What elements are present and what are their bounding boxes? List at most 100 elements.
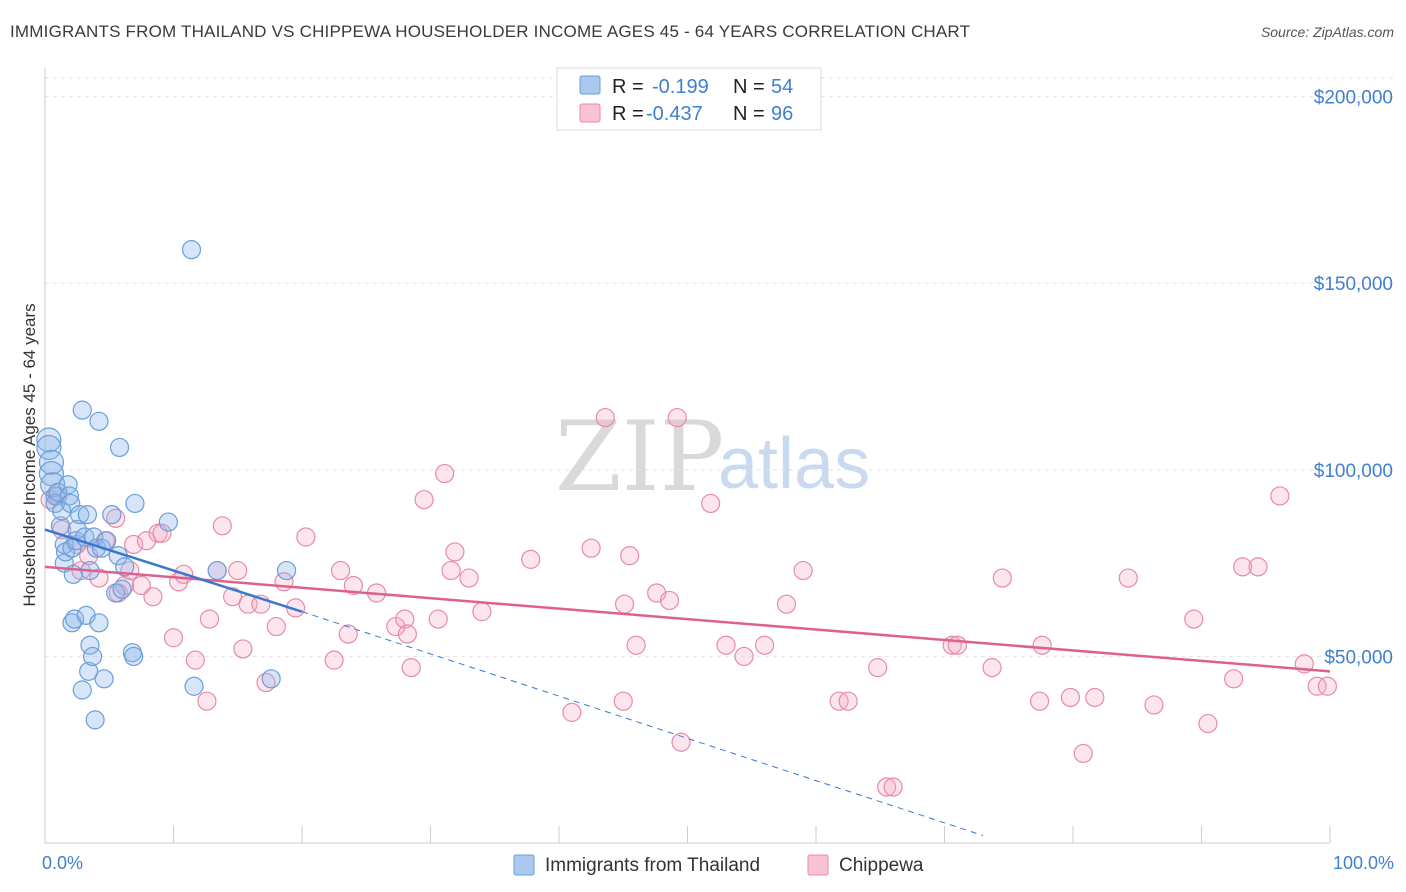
data-point-thailand xyxy=(79,661,99,681)
data-point-thailand xyxy=(112,579,132,599)
data-point-chippewa xyxy=(1118,568,1138,588)
data-point-chippewa xyxy=(143,587,163,607)
data-point-chippewa xyxy=(441,560,461,581)
bottom-legend-swatch-chippewa xyxy=(807,854,829,876)
stats-legend-box xyxy=(556,67,822,131)
data-point-chippewa xyxy=(233,639,253,659)
data-point-thailand xyxy=(36,427,62,453)
data-point-chippewa xyxy=(338,624,358,644)
data-point-thailand xyxy=(70,505,90,525)
legend-swatch-thailand xyxy=(579,75,601,95)
bottom-legend-label-thailand: Immigrants from Thailand xyxy=(545,855,760,876)
data-point-chippewa xyxy=(395,609,415,629)
data-point-thailand xyxy=(59,486,80,506)
data-point-chippewa xyxy=(136,531,157,551)
data-point-chippewa xyxy=(793,560,813,581)
data-point-chippewa xyxy=(296,527,316,547)
legend-n-value-chippewa: 96 xyxy=(771,103,793,125)
data-point-chippewa xyxy=(614,594,635,614)
data-point-chippewa xyxy=(397,624,417,644)
data-point-thailand xyxy=(85,710,105,730)
data-point-thailand xyxy=(72,400,92,420)
data-point-chippewa xyxy=(1184,609,1204,629)
data-point-thailand xyxy=(207,560,227,581)
data-point-chippewa xyxy=(131,575,151,596)
data-point-chippewa xyxy=(459,568,479,588)
data-point-chippewa xyxy=(428,609,448,629)
data-point-chippewa xyxy=(343,575,363,596)
data-point-chippewa xyxy=(324,650,344,670)
data-point-chippewa xyxy=(701,493,721,514)
data-point-thailand xyxy=(102,505,122,525)
trendline-thailand-extension xyxy=(301,611,984,837)
data-point-chippewa xyxy=(445,542,465,562)
data-point-chippewa xyxy=(521,549,541,569)
y-axis-label: Householder Income Ages 45 - 64 years xyxy=(20,303,39,606)
data-point-chippewa xyxy=(1144,695,1164,715)
data-point-thailand xyxy=(115,557,135,577)
data-point-chippewa xyxy=(1029,691,1050,711)
data-point-chippewa xyxy=(197,691,217,711)
x-tick-label: 100.0% xyxy=(1333,853,1394,873)
data-point-thailand xyxy=(94,669,114,689)
data-point-chippewa xyxy=(1317,676,1338,696)
trendline-chippewa xyxy=(44,565,1331,673)
data-point-thailand xyxy=(64,609,85,629)
data-point-thailand xyxy=(77,505,98,525)
data-point-chippewa xyxy=(667,407,687,428)
gridlines xyxy=(45,77,1395,657)
y-tick-label: $150,000 xyxy=(1314,274,1393,295)
data-point-thailand xyxy=(89,411,109,431)
y-tick-label: $100,000 xyxy=(1314,461,1393,482)
data-point-chippewa xyxy=(754,635,775,655)
data-point-thailand xyxy=(261,669,281,689)
legend-r-value-chippewa: -0.437 xyxy=(646,103,703,125)
data-point-chippewa xyxy=(581,538,601,558)
data-point-chippewa xyxy=(1224,669,1244,689)
data-point-chippewa xyxy=(716,635,736,655)
data-point-chippewa xyxy=(185,650,205,670)
legend-r-value-thailand: -0.199 xyxy=(652,76,709,98)
data-point-chippewa xyxy=(992,568,1012,588)
data-point-chippewa xyxy=(163,628,184,648)
data-point-chippewa xyxy=(435,463,455,484)
data-point-thailand xyxy=(158,512,178,532)
y-tick-label: $50,000 xyxy=(1324,647,1393,668)
data-point-chippewa xyxy=(414,490,434,510)
data-point-thailand xyxy=(109,437,130,458)
trendlines xyxy=(44,528,1331,837)
chart-source: Source: ZipAtlas.com xyxy=(1260,24,1394,40)
data-point-thailand xyxy=(181,240,202,260)
data-point-chippewa xyxy=(1270,486,1290,506)
data-point-chippewa xyxy=(620,546,640,566)
data-point-chippewa xyxy=(1307,676,1327,696)
watermark-zip: ZIP xyxy=(555,401,724,513)
data-point-thailand xyxy=(72,680,92,700)
data-point-chippewa xyxy=(152,523,172,543)
x-tick-label: 0.0% xyxy=(42,853,83,873)
data-point-thailand xyxy=(276,560,297,581)
data-point-thailand xyxy=(124,646,144,667)
data-point-chippewa xyxy=(877,777,897,797)
data-point-chippewa xyxy=(1060,687,1081,708)
data-point-thailand xyxy=(80,635,100,655)
trendline-thailand xyxy=(44,528,303,613)
watermark-atlas: atlas xyxy=(718,424,870,504)
data-point-chippewa xyxy=(626,635,646,655)
data-point-chippewa xyxy=(124,534,144,555)
data-point-chippewa xyxy=(838,691,858,711)
data-point-chippewa xyxy=(472,602,492,622)
legend-r-label-chippewa: R = xyxy=(612,103,644,125)
data-point-chippewa xyxy=(671,732,691,752)
data-point-chippewa xyxy=(868,658,888,678)
bottom-legend-swatch-thailand xyxy=(513,854,535,876)
data-point-chippewa xyxy=(562,702,582,722)
legend-swatch-chippewa xyxy=(579,103,601,123)
data-point-thailand xyxy=(184,676,204,696)
data-point-thailand xyxy=(38,449,65,475)
data-point-chippewa xyxy=(1233,557,1253,577)
data-point-chippewa xyxy=(228,560,248,581)
data-point-chippewa xyxy=(1198,713,1218,734)
data-point-chippewa xyxy=(595,407,615,428)
